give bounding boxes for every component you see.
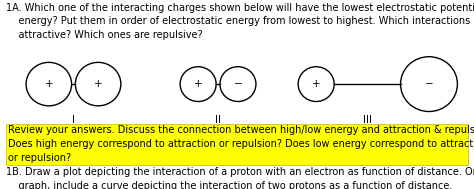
Text: +: + [312, 79, 320, 89]
Text: 1A. Which one of the interacting charges shown below will have the lowest electr: 1A. Which one of the interacting charges… [6, 3, 474, 40]
Text: −: − [425, 79, 433, 89]
Text: Review your answers. Discuss the connection between high/low energy and attracti: Review your answers. Discuss the connect… [8, 125, 474, 163]
Text: II: II [215, 115, 221, 125]
Text: I: I [72, 115, 75, 125]
FancyBboxPatch shape [6, 124, 468, 165]
Text: +: + [45, 79, 53, 89]
Text: 1B. Draw a plot depicting the interaction of a proton with an electron as functi: 1B. Draw a plot depicting the interactio… [6, 167, 474, 189]
Text: +: + [194, 79, 202, 89]
Text: III: III [363, 115, 372, 125]
Text: −: − [234, 79, 242, 89]
Text: +: + [94, 79, 102, 89]
